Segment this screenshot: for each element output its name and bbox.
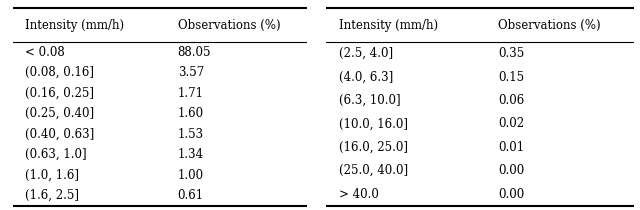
Text: 0.02: 0.02 [499, 117, 525, 130]
Text: (0.25, 0.40]: (0.25, 0.40] [24, 107, 93, 120]
Text: (2.5, 4.0]: (2.5, 4.0] [339, 47, 393, 60]
Text: (0.16, 0.25]: (0.16, 0.25] [24, 87, 93, 100]
Text: (25.0, 40.0]: (25.0, 40.0] [339, 164, 408, 177]
Text: (1.6, 2.5]: (1.6, 2.5] [24, 189, 79, 202]
Text: (0.08, 0.16]: (0.08, 0.16] [24, 66, 93, 79]
Text: 0.00: 0.00 [499, 164, 525, 177]
Text: Observations (%): Observations (%) [178, 19, 280, 32]
Text: (1.0, 1.6]: (1.0, 1.6] [24, 169, 79, 182]
Text: 1.60: 1.60 [178, 107, 204, 120]
Text: 0.61: 0.61 [178, 189, 204, 202]
Text: 1.53: 1.53 [178, 128, 204, 141]
Text: 0.15: 0.15 [499, 71, 525, 84]
Text: 1.34: 1.34 [178, 148, 204, 161]
Text: < 0.08: < 0.08 [24, 46, 65, 59]
Text: (0.63, 1.0]: (0.63, 1.0] [24, 148, 86, 161]
Text: 88.05: 88.05 [178, 46, 211, 59]
Text: 3.57: 3.57 [178, 66, 204, 79]
Text: 1.71: 1.71 [178, 87, 204, 100]
Text: (16.0, 25.0]: (16.0, 25.0] [339, 141, 408, 154]
Text: (0.40, 0.63]: (0.40, 0.63] [24, 128, 94, 141]
Text: Observations (%): Observations (%) [499, 19, 601, 32]
Text: (10.0, 16.0]: (10.0, 16.0] [339, 117, 408, 130]
Text: Intensity (mm/h): Intensity (mm/h) [339, 19, 438, 32]
Text: 0.00: 0.00 [499, 188, 525, 201]
Text: 0.35: 0.35 [499, 47, 525, 60]
Text: (4.0, 6.3]: (4.0, 6.3] [339, 71, 393, 84]
Text: > 40.0: > 40.0 [339, 188, 379, 201]
Text: 0.06: 0.06 [499, 94, 525, 107]
Text: Intensity (mm/h): Intensity (mm/h) [24, 19, 124, 32]
Text: 1.00: 1.00 [178, 169, 204, 182]
Text: (6.3, 10.0]: (6.3, 10.0] [339, 94, 400, 107]
Text: 0.01: 0.01 [499, 141, 525, 154]
